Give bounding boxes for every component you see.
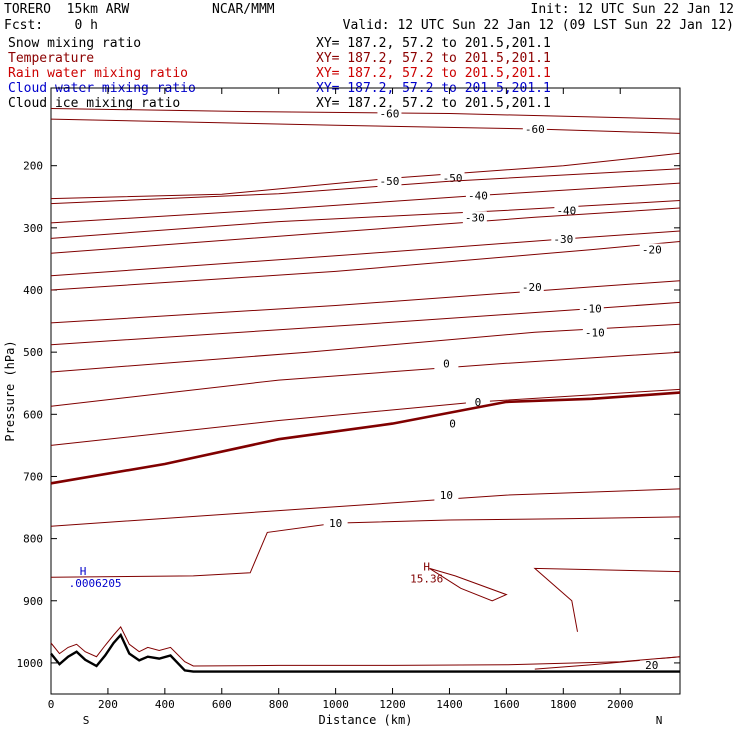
isotherm-label: 0 — [475, 396, 482, 409]
isotherm-line — [50, 391, 681, 485]
isotherm-label: 10 — [440, 489, 453, 502]
init-time: Init: 12 UTC Sun 22 Jan 12 — [530, 2, 735, 17]
isotherm-label-bg — [377, 107, 402, 121]
isotherm-line — [50, 351, 681, 407]
isotherm-label: -60 — [380, 107, 400, 120]
isotherm-label-bg — [440, 417, 465, 431]
isotherm-line — [50, 323, 681, 373]
field-rain: Rain water mixing ratio — [8, 66, 189, 81]
model-title: TORERO 15km ARW — [4, 2, 130, 17]
isotherm-line — [50, 118, 681, 134]
warm-max-marker: H — [423, 560, 430, 573]
plot-frame — [50, 87, 681, 695]
y-tick-label: 700 — [23, 470, 43, 483]
x-tick-label: 200 — [98, 698, 118, 711]
field-temperature-xy: XY= 187.2, 57.2 to 201.5,201.1 — [316, 51, 551, 66]
isotherm-line — [50, 152, 681, 200]
x-tick-label: 800 — [269, 698, 289, 711]
isotherm-label-bg — [551, 233, 576, 247]
y-tick-label: 900 — [23, 595, 43, 608]
isotherm-label-bg — [434, 489, 459, 503]
isotherm-line — [50, 182, 681, 224]
isotherm-label: -10 — [582, 303, 602, 316]
isotherm-label: 20 — [645, 659, 658, 672]
field-snow: Snow mixing ratio — [8, 36, 142, 51]
isotherm-label-bg — [579, 302, 604, 316]
isotherm-label-bg — [519, 280, 544, 294]
isotherm-label: 0 — [443, 357, 450, 370]
field-rain-xy: XY= 187.2, 57.2 to 201.5,201.1 — [316, 66, 551, 81]
isotherm-line — [50, 168, 681, 205]
isotherm-label: 0 — [449, 418, 456, 431]
cloud-water-max-marker: H — [80, 565, 87, 578]
isotherm-line — [50, 200, 681, 239]
isotherm-label: -20 — [642, 244, 662, 257]
x-tick-label: 1800 — [550, 698, 577, 711]
isotherm-label: -60 — [525, 123, 545, 136]
isotherm-line — [50, 241, 681, 291]
forecast-hour: Fcst: 0 h — [4, 18, 98, 33]
isotherm-label-bg — [434, 357, 459, 371]
x-tick-label: 1400 — [436, 698, 463, 711]
y-tick-label: 600 — [23, 408, 43, 421]
isotherm-line — [50, 388, 681, 446]
isotherm-label-bg — [639, 243, 664, 257]
isotherm-line — [50, 207, 681, 254]
valid-time: Valid: 12 UTC Sun 22 Jan 12 (09 LST Sun … — [342, 18, 734, 33]
field-cloud-ice-xy: XY= 187.2, 57.2 to 201.5,201.1 — [316, 96, 551, 111]
y-tick-label: 500 — [23, 346, 43, 359]
isotherm-label-bg — [582, 326, 607, 340]
y-tick-label: 400 — [23, 284, 43, 297]
y-axis-title: Pressure (hPa) — [3, 340, 17, 441]
right-closed-contour — [533, 567, 681, 632]
field-snow-xy: XY= 187.2, 57.2 to 201.5,201.1 — [316, 36, 551, 51]
isotherm-line — [50, 280, 681, 324]
isotherm-label: -50 — [380, 175, 400, 188]
isotherm-line — [50, 488, 681, 527]
x-tick-label: 600 — [212, 698, 232, 711]
y-tick-label: 200 — [23, 160, 43, 173]
isotherm-label-bg — [465, 189, 490, 203]
y-tick-label: 1000 — [17, 657, 44, 670]
isotherm-line — [50, 230, 681, 277]
x-end-label-right: N — [656, 714, 663, 727]
center-title: NCAR/MMM — [212, 2, 275, 17]
isotherm-label-bg — [377, 175, 402, 189]
isotherm-label: -30 — [553, 233, 573, 246]
y-tick-label: 800 — [23, 533, 43, 546]
isotherm-label: -40 — [556, 204, 576, 217]
isotherm-label-bg — [462, 211, 487, 225]
isotherm-label: -40 — [468, 190, 488, 203]
isotherm-label: 10 — [329, 517, 342, 530]
isotherm-label: -30 — [465, 211, 485, 224]
isotherm-label: -20 — [522, 281, 542, 294]
x-end-label-left: S — [83, 714, 90, 727]
isotherm-label-bg — [522, 123, 547, 137]
surface-contour — [50, 626, 681, 667]
y-tick-label: 300 — [23, 222, 43, 235]
isotherm-label-bg — [554, 204, 579, 218]
isotherm-label: -10 — [585, 326, 605, 339]
isotherm-label-bg — [639, 658, 664, 672]
isotherm-label-bg — [323, 517, 348, 531]
warm-max-value: 15.36 — [410, 572, 443, 585]
x-tick-label: 400 — [155, 698, 175, 711]
x-tick-label: 1600 — [493, 698, 520, 711]
isotherm-line — [50, 516, 681, 578]
field-cloud-ice: Cloud ice mixing ratio — [8, 96, 181, 111]
x-axis-title: Distance (km) — [319, 713, 413, 727]
terrain-line — [50, 632, 680, 673]
isotherm-label: -50 — [443, 172, 463, 185]
isotherm-line — [50, 108, 681, 120]
field-temperature: Temperature — [8, 51, 95, 66]
isotherm-line — [50, 301, 681, 346]
x-tick-label: 1000 — [322, 698, 349, 711]
cloud-water-max-value: .0006205 — [69, 577, 122, 590]
warm-closed-contour — [429, 567, 508, 602]
x-tick-label: 2000 — [607, 698, 634, 711]
x-tick-label: 0 — [48, 698, 55, 711]
x-tick-label: 1200 — [379, 698, 406, 711]
